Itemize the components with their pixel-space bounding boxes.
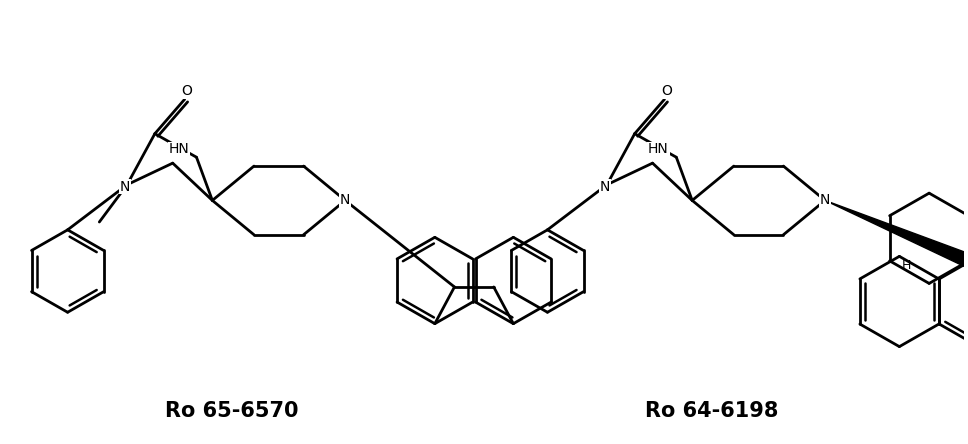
- Text: H: H: [901, 259, 911, 272]
- Text: N: N: [340, 194, 350, 207]
- Text: O: O: [661, 84, 672, 99]
- Polygon shape: [825, 200, 968, 267]
- Text: Ro 65-6570: Ro 65-6570: [166, 401, 299, 421]
- Text: HN: HN: [649, 143, 669, 156]
- Text: N: N: [120, 180, 131, 194]
- Text: HN: HN: [168, 143, 189, 156]
- Text: O: O: [181, 84, 192, 99]
- Text: N: N: [600, 180, 610, 194]
- Text: Ro 64-6198: Ro 64-6198: [646, 401, 778, 421]
- Text: N: N: [820, 194, 831, 207]
